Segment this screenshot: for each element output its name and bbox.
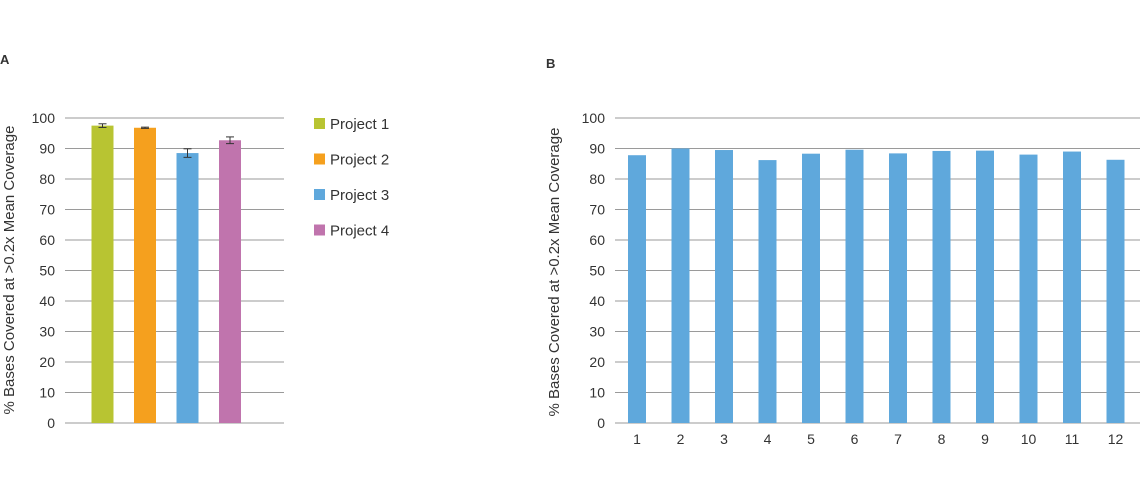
- chart-a-error-bar: [226, 136, 234, 145]
- chart-b-y-tick-label: 50: [589, 263, 605, 279]
- chart-b-y-tick-label: 90: [589, 141, 605, 157]
- chart-b-bar: [932, 150, 951, 423]
- chart-b-y-axis-label: % Bases Covered at >0.2x Mean Coverage: [546, 128, 563, 417]
- chart-a-y-tick-label: 80: [39, 171, 55, 187]
- chart-b-x-tick-label: 12: [1108, 431, 1124, 447]
- chart-a-y-tick-label: 40: [39, 293, 55, 309]
- chart-a-error-bar: [98, 123, 107, 128]
- panel-label-a: A: [0, 52, 10, 67]
- chart-b-x-tick-label: 9: [981, 431, 989, 447]
- legend-swatch: [314, 153, 325, 165]
- chart-a: A 0 10 20 30 40 50 60 70 80 90 100 % Bases Covered…: [0, 52, 389, 431]
- legend-swatch: [314, 224, 325, 236]
- chart-b-y-tick-label: 60: [589, 232, 605, 248]
- chart-b-bars: [628, 148, 1125, 424]
- chart-b-y-tick-label: 80: [589, 171, 605, 187]
- chart-a-y-ticks: 0 10 20 30 40 50 60 70 80 90 100: [32, 110, 56, 431]
- chart-a-bar: [219, 140, 241, 423]
- chart-a-y-tick-label: 60: [39, 232, 55, 248]
- chart-a-error-bar: [183, 148, 192, 158]
- chart-a-y-tick-label: 10: [39, 385, 55, 401]
- chart-b-bar: [976, 150, 994, 423]
- legend-item: Project 2: [314, 152, 389, 169]
- chart-a-error-bars: [98, 123, 234, 158]
- legend-item: Project 3: [314, 187, 389, 204]
- chart-b-y-tick-label: 20: [589, 354, 605, 370]
- chart-a-error-bar: [141, 126, 149, 129]
- chart-b-bar: [671, 148, 690, 423]
- chart-b-x-tick-label: 10: [1021, 431, 1037, 447]
- legend-swatch: [314, 189, 325, 200]
- chart-a-bar: [134, 127, 156, 423]
- chart-b-x-tick-label: 6: [851, 431, 859, 447]
- chart-a-bar: [176, 153, 199, 423]
- chart-b-x-tick-label: 7: [894, 431, 902, 447]
- chart-b-bar: [1063, 151, 1081, 424]
- chart-b-x-tick-label: 11: [1065, 431, 1080, 447]
- chart-b-y-ticks: 0 10 20 30 40 50 60 70 80 90 100: [582, 110, 606, 431]
- chart-b-x-tick-label: 2: [677, 431, 685, 447]
- chart-b-bar: [889, 153, 907, 423]
- legend-label: Project 3: [330, 187, 389, 204]
- chart-a-bars: [91, 125, 241, 423]
- chart-b-bar: [758, 160, 777, 423]
- chart-b-x-tick-label: 1: [633, 431, 641, 447]
- chart-a-y-tick-label: 30: [39, 324, 55, 340]
- chart-a-y-tick-label: 50: [39, 263, 55, 279]
- legend-label: Project 1: [330, 116, 389, 133]
- chart-b-y-tick-label: 30: [589, 324, 605, 340]
- chart-b-y-tick-label: 70: [589, 202, 605, 218]
- chart-b-bar: [802, 153, 820, 423]
- chart-a-legend: Project 1 Project 2 Project 3 Project 4: [314, 116, 389, 240]
- chart-b-bar: [715, 150, 733, 423]
- chart-b-x-tick-label: 5: [807, 431, 815, 447]
- chart-b-y-tick-label: 40: [589, 293, 605, 309]
- chart-b-gridlines: [615, 117, 1140, 424]
- chart-b-x-ticks: 1 2 3 4 5 6 7 8 9 10 11 12: [633, 431, 1123, 447]
- chart-b-bar: [1019, 154, 1038, 423]
- chart-a-y-tick-label: 90: [39, 141, 55, 157]
- chart-b-y-tick-label: 10: [589, 385, 605, 401]
- chart-b: B 0 10 20 30 40 50 60 70 80 90 100 % Bases Covered…: [546, 56, 1140, 447]
- chart-b-x-tick-label: 4: [764, 431, 772, 447]
- chart-a-y-tick-label: 0: [47, 415, 55, 431]
- chart-b-y-tick-label: 0: [597, 415, 605, 431]
- chart-b-bar: [1106, 159, 1125, 423]
- chart-b-x-tick-label: 3: [720, 431, 728, 447]
- panel-label-b: B: [546, 56, 555, 71]
- chart-b-x-tick-label: 8: [938, 431, 946, 447]
- chart-b-bar: [628, 155, 646, 423]
- legend-label: Project 4: [330, 223, 389, 240]
- legend-swatch: [314, 118, 325, 129]
- chart-b-bar: [845, 149, 864, 423]
- legend-item: Project 1: [314, 116, 389, 133]
- chart-a-y-tick-label: 100: [32, 110, 56, 126]
- chart-a-y-tick-label: 20: [39, 354, 55, 370]
- legend-item: Project 4: [314, 223, 389, 240]
- chart-a-y-tick-label: 70: [39, 202, 55, 218]
- chart-a-y-axis-label: % Bases Covered at >0.2x Mean Coverage: [1, 126, 18, 415]
- legend-label: Project 2: [330, 152, 389, 169]
- chart-b-y-tick-label: 100: [582, 110, 606, 126]
- chart-a-bar: [91, 125, 114, 423]
